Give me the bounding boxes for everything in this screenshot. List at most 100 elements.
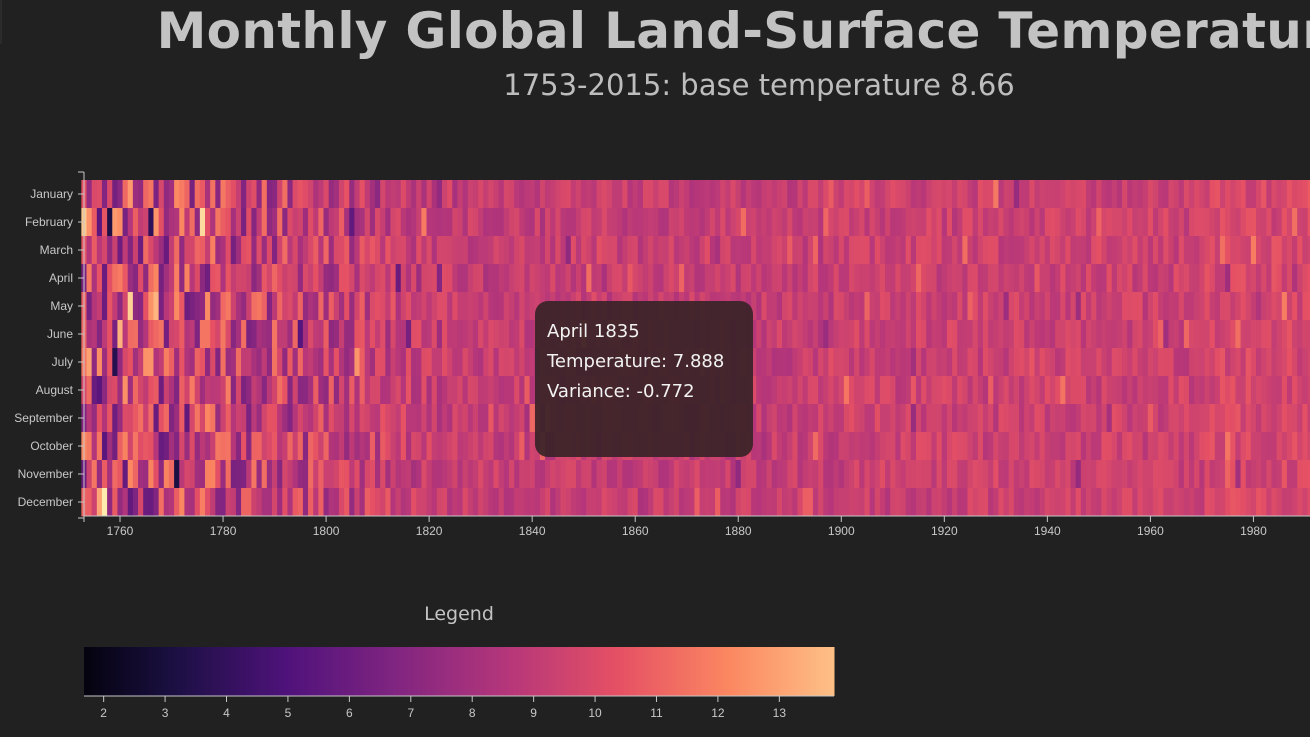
heatmap-cell[interactable] <box>210 460 216 489</box>
heatmap-cell[interactable] <box>91 432 98 461</box>
heatmap-cell[interactable] <box>168 292 175 321</box>
heatmap-cell[interactable] <box>390 488 397 517</box>
heatmap-cell[interactable] <box>472 320 479 349</box>
heatmap-cell[interactable] <box>936 236 943 265</box>
heatmap-cell[interactable] <box>138 348 144 377</box>
heatmap-cell[interactable] <box>771 488 778 517</box>
heatmap-cell[interactable] <box>807 348 814 377</box>
heatmap-cell[interactable] <box>921 292 927 321</box>
heatmap-cell[interactable] <box>828 236 834 265</box>
heatmap-cell[interactable] <box>1070 404 1077 433</box>
heatmap-cell[interactable] <box>138 376 144 405</box>
heatmap-cell[interactable] <box>508 180 515 209</box>
heatmap-cell[interactable] <box>1127 404 1133 433</box>
heatmap-cell[interactable] <box>199 488 206 517</box>
heatmap-cell[interactable] <box>1070 432 1077 461</box>
heatmap-cell[interactable] <box>998 348 1004 377</box>
heatmap-cell[interactable] <box>179 488 185 517</box>
heatmap-cell[interactable] <box>508 236 515 265</box>
heatmap-cell[interactable] <box>921 404 927 433</box>
heatmap-cell[interactable] <box>1209 432 1216 461</box>
heatmap-cell[interactable] <box>915 292 922 321</box>
heatmap-cell[interactable] <box>952 432 958 461</box>
heatmap-cell[interactable] <box>802 460 809 489</box>
heatmap-cell[interactable] <box>1003 432 1010 461</box>
heatmap-cell[interactable] <box>1019 404 1025 433</box>
heatmap-cell[interactable] <box>1075 432 1082 461</box>
heatmap-cell[interactable] <box>323 320 330 349</box>
heatmap-cell[interactable] <box>101 180 108 209</box>
heatmap-cell[interactable] <box>96 236 103 265</box>
heatmap-cell[interactable] <box>405 320 412 349</box>
heatmap-cell[interactable] <box>132 208 139 237</box>
heatmap-cell[interactable] <box>1116 488 1123 517</box>
heatmap-cell[interactable] <box>1230 460 1236 489</box>
heatmap-cell[interactable] <box>1245 292 1252 321</box>
heatmap-cell[interactable] <box>318 488 324 517</box>
heatmap-cell[interactable] <box>107 432 113 461</box>
heatmap-cell[interactable] <box>184 292 190 321</box>
heatmap-cell[interactable] <box>1302 488 1308 517</box>
heatmap-cell[interactable] <box>1214 376 1221 405</box>
heatmap-cell[interactable] <box>1230 488 1236 517</box>
heatmap-cell[interactable] <box>349 264 355 293</box>
heatmap-cell[interactable] <box>1194 264 1200 293</box>
heatmap-cell[interactable] <box>740 180 747 209</box>
heatmap-cell[interactable] <box>436 404 443 433</box>
heatmap-cell[interactable] <box>1163 488 1169 517</box>
heatmap-cell[interactable] <box>601 180 608 209</box>
heatmap-cell[interactable] <box>776 348 783 377</box>
heatmap-cell[interactable] <box>668 236 675 265</box>
heatmap-cell[interactable] <box>946 348 953 377</box>
heatmap-cell[interactable] <box>271 488 278 517</box>
heatmap-cell[interactable] <box>282 236 288 265</box>
heatmap-cell[interactable] <box>318 376 324 405</box>
heatmap-cell[interactable] <box>524 236 530 265</box>
heatmap-cell[interactable] <box>344 292 350 321</box>
heatmap-cell[interactable] <box>1070 180 1077 209</box>
heatmap-cell[interactable] <box>895 208 901 237</box>
heatmap-cell[interactable] <box>1235 348 1241 377</box>
heatmap-cell[interactable] <box>112 320 118 349</box>
heatmap-cell[interactable] <box>931 236 937 265</box>
heatmap-cell[interactable] <box>751 236 757 265</box>
heatmap-cell[interactable] <box>462 236 469 265</box>
heatmap-cell[interactable] <box>1281 180 1288 209</box>
heatmap-cell[interactable] <box>859 460 865 489</box>
heatmap-cell[interactable] <box>1199 404 1205 433</box>
heatmap-cell[interactable] <box>498 460 505 489</box>
heatmap-cell[interactable] <box>1039 348 1046 377</box>
heatmap-cell[interactable] <box>550 264 556 293</box>
heatmap-cell[interactable] <box>1230 320 1236 349</box>
heatmap-cell[interactable] <box>802 376 809 405</box>
heatmap-cell[interactable] <box>323 460 330 489</box>
heatmap-cell[interactable] <box>895 488 901 517</box>
heatmap-cell[interactable] <box>333 292 340 321</box>
heatmap-cell[interactable] <box>1116 292 1123 321</box>
heatmap-cell[interactable] <box>349 208 355 237</box>
heatmap-cell[interactable] <box>174 404 180 433</box>
heatmap-cell[interactable] <box>1158 404 1164 433</box>
heatmap-cell[interactable] <box>179 180 185 209</box>
heatmap-cell[interactable] <box>96 404 103 433</box>
heatmap-cell[interactable] <box>1070 292 1077 321</box>
heatmap-cell[interactable] <box>1266 236 1272 265</box>
heatmap-cell[interactable] <box>869 180 876 209</box>
heatmap-cell[interactable] <box>982 264 989 293</box>
heatmap-cell[interactable] <box>194 348 201 377</box>
heatmap-cell[interactable] <box>1122 432 1128 461</box>
heatmap-cell[interactable] <box>241 348 247 377</box>
heatmap-cell[interactable] <box>1281 292 1288 321</box>
heatmap-cell[interactable] <box>1225 208 1231 237</box>
heatmap-cell[interactable] <box>1019 460 1025 489</box>
heatmap-cell[interactable] <box>478 404 484 433</box>
heatmap-cell[interactable] <box>328 460 335 489</box>
heatmap-cell[interactable] <box>905 404 912 433</box>
heatmap-cell[interactable] <box>751 320 757 349</box>
heatmap-cell[interactable] <box>926 180 932 209</box>
heatmap-cell[interactable] <box>205 376 211 405</box>
heatmap-cell[interactable] <box>431 488 438 517</box>
heatmap-cell[interactable] <box>941 488 948 517</box>
heatmap-cell[interactable] <box>859 208 865 237</box>
heatmap-cell[interactable] <box>1152 180 1159 209</box>
